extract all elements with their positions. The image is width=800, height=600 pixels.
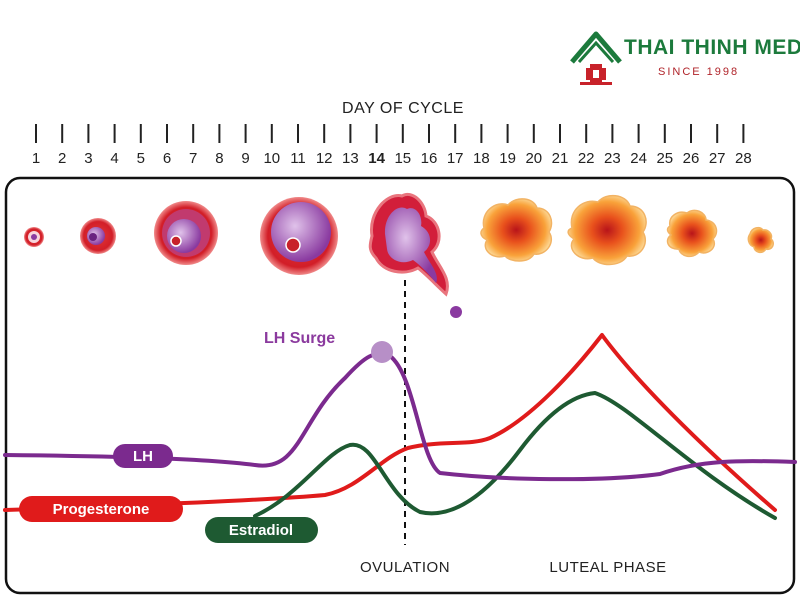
day-label: 5 <box>137 150 145 167</box>
day-label: 8 <box>215 150 223 167</box>
ovulation-label: OVULATION <box>360 559 450 576</box>
progesterone-tag-label: Progesterone <box>53 501 150 518</box>
lh-tag-label: LH <box>133 448 153 465</box>
lh-surge-marker <box>371 341 393 363</box>
logo-emblem-icon <box>570 31 622 85</box>
day-label: 7 <box>189 150 197 167</box>
day-label: 12 <box>316 150 333 167</box>
day-label: 28 <box>735 150 752 167</box>
day-label: 26 <box>683 150 700 167</box>
day-label: 14 <box>368 150 385 167</box>
day-label: 10 <box>263 150 280 167</box>
day-label: 13 <box>342 150 359 167</box>
estradiol-tag-label: Estradiol <box>229 522 293 539</box>
day-label: 18 <box>473 150 490 167</box>
day-label: 6 <box>163 150 171 167</box>
day-labels: 1 2 3 4 5 6 7 8 9 10 11 12 13 14 15 16 17 18 19 20 21 22 23 24 2… <box>32 150 752 167</box>
chart-frame <box>4 176 796 595</box>
progesterone-curve <box>3 333 777 512</box>
lh-surge-label: LH Surge <box>264 330 335 347</box>
day-label: 21 <box>552 150 569 167</box>
day-label: 27 <box>709 150 726 167</box>
lh-tag: LH <box>113 444 173 468</box>
follicle-stage-rupture <box>368 193 462 318</box>
day-label: 3 <box>84 150 92 167</box>
corpus-luteum-early <box>480 198 553 262</box>
day-tick-marks <box>35 124 745 143</box>
day-label: 20 <box>525 150 542 167</box>
follicle-stage-primordial <box>24 227 44 247</box>
brand-name: THAI THINH MEDIC <box>624 36 800 59</box>
corpus-albicans <box>747 226 774 254</box>
progesterone-tag: Progesterone <box>19 496 183 522</box>
estradiol-curve <box>253 391 777 520</box>
day-label: 19 <box>499 150 516 167</box>
day-label: 24 <box>630 150 647 167</box>
day-label: 11 <box>290 150 306 167</box>
follicle-stage-mature <box>260 197 338 275</box>
day-label: 22 <box>578 150 595 167</box>
day-label: 1 <box>32 150 40 167</box>
day-label: 17 <box>447 150 464 167</box>
day-label: 15 <box>394 150 411 167</box>
brand-since: SINCE 1998 <box>658 66 740 78</box>
brand-logo: THAI THINH MEDIC SINCE 1998 <box>568 28 800 88</box>
day-label: 4 <box>110 150 118 167</box>
day-label: 23 <box>604 150 621 167</box>
corpus-luteum-regressing <box>666 209 718 258</box>
estradiol-tag: Estradiol <box>205 517 318 543</box>
axis-title: DAY OF CYCLE <box>342 100 464 117</box>
day-label: 2 <box>58 150 66 167</box>
day-label: 16 <box>421 150 438 167</box>
luteal-phase-label: LUTEAL PHASE <box>549 559 666 576</box>
corpus-luteum <box>567 194 647 266</box>
day-label: 25 <box>656 150 673 167</box>
day-label: 9 <box>241 150 249 167</box>
follicle-stage-primary <box>80 218 116 254</box>
follicle-stage-secondary <box>154 201 218 265</box>
